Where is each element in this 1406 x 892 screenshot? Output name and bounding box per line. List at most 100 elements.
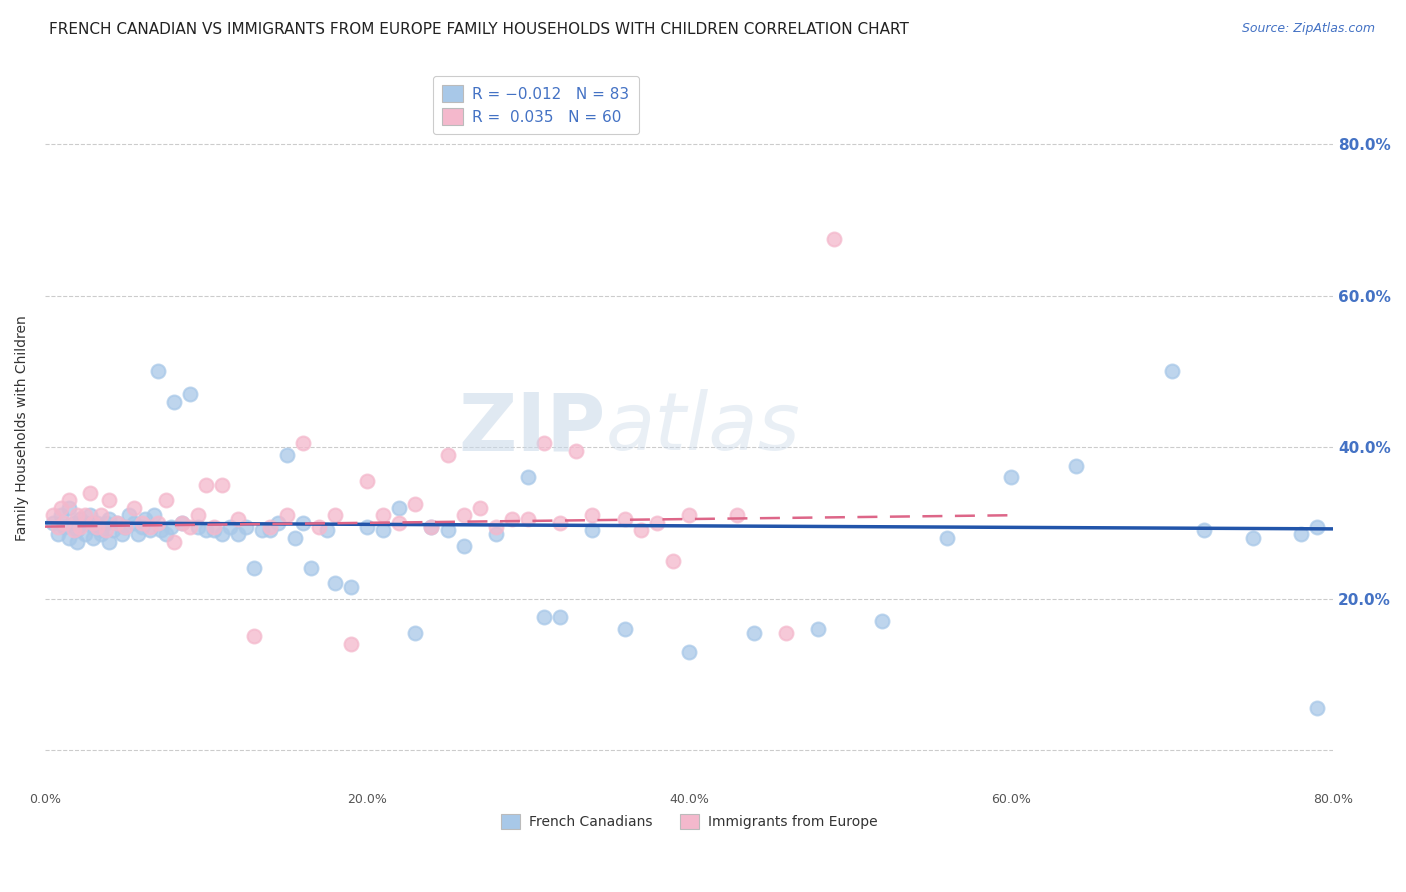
Point bbox=[122, 516, 145, 530]
Point bbox=[107, 516, 129, 530]
Point bbox=[235, 519, 257, 533]
Point bbox=[276, 448, 298, 462]
Point bbox=[453, 508, 475, 523]
Point bbox=[485, 527, 508, 541]
Point bbox=[1306, 701, 1329, 715]
Point bbox=[170, 516, 193, 530]
Point bbox=[138, 519, 160, 533]
Point bbox=[53, 516, 76, 530]
Point bbox=[90, 508, 112, 523]
Point bbox=[775, 625, 797, 640]
Point bbox=[420, 519, 443, 533]
Point bbox=[453, 539, 475, 553]
Point bbox=[86, 519, 108, 533]
Point bbox=[373, 524, 395, 538]
Point bbox=[163, 394, 186, 409]
Point bbox=[69, 519, 91, 533]
Point bbox=[872, 614, 894, 628]
Point bbox=[725, 508, 748, 523]
Point bbox=[134, 512, 156, 526]
Point bbox=[179, 387, 201, 401]
Point bbox=[170, 516, 193, 530]
Point bbox=[517, 512, 540, 526]
Point bbox=[202, 519, 225, 533]
Point bbox=[1000, 470, 1022, 484]
Point bbox=[678, 508, 700, 523]
Point bbox=[155, 527, 177, 541]
Point bbox=[98, 512, 121, 526]
Point bbox=[291, 436, 314, 450]
Point bbox=[82, 519, 104, 533]
Point bbox=[195, 524, 218, 538]
Point bbox=[127, 527, 149, 541]
Point bbox=[252, 524, 274, 538]
Point bbox=[118, 508, 141, 523]
Point bbox=[211, 478, 233, 492]
Point bbox=[82, 531, 104, 545]
Point bbox=[114, 519, 136, 533]
Point bbox=[501, 512, 523, 526]
Point bbox=[66, 508, 89, 523]
Point bbox=[742, 625, 765, 640]
Point bbox=[146, 516, 169, 530]
Point bbox=[58, 531, 80, 545]
Point bbox=[202, 524, 225, 538]
Point bbox=[107, 516, 129, 530]
Point bbox=[267, 516, 290, 530]
Legend: French Canadians, Immigrants from Europe: French Canadians, Immigrants from Europe bbox=[495, 808, 883, 835]
Point bbox=[79, 485, 101, 500]
Point bbox=[517, 470, 540, 484]
Point bbox=[114, 519, 136, 533]
Point bbox=[276, 508, 298, 523]
Point bbox=[436, 448, 458, 462]
Text: ZIP: ZIP bbox=[458, 389, 606, 467]
Point bbox=[90, 527, 112, 541]
Point bbox=[308, 519, 330, 533]
Point bbox=[79, 508, 101, 523]
Point bbox=[63, 524, 86, 538]
Point bbox=[373, 508, 395, 523]
Point bbox=[146, 364, 169, 378]
Point bbox=[131, 519, 153, 533]
Point bbox=[75, 508, 97, 523]
Point bbox=[226, 512, 249, 526]
Point bbox=[226, 527, 249, 541]
Point bbox=[807, 622, 830, 636]
Point bbox=[96, 516, 118, 530]
Point bbox=[187, 508, 209, 523]
Point bbox=[63, 516, 86, 530]
Point bbox=[155, 493, 177, 508]
Point bbox=[356, 519, 378, 533]
Point bbox=[66, 524, 89, 538]
Point bbox=[159, 519, 181, 533]
Point bbox=[259, 524, 281, 538]
Point bbox=[98, 493, 121, 508]
Point bbox=[143, 508, 166, 523]
Point bbox=[645, 516, 668, 530]
Point bbox=[1194, 524, 1216, 538]
Point bbox=[935, 531, 957, 545]
Point bbox=[356, 474, 378, 488]
Point bbox=[243, 629, 266, 643]
Point bbox=[1241, 531, 1264, 545]
Point bbox=[630, 524, 652, 538]
Point bbox=[284, 531, 307, 545]
Point bbox=[101, 524, 124, 538]
Point bbox=[75, 527, 97, 541]
Point bbox=[98, 534, 121, 549]
Point bbox=[404, 497, 426, 511]
Point bbox=[82, 516, 104, 530]
Point bbox=[58, 493, 80, 508]
Point bbox=[533, 436, 555, 450]
Point bbox=[187, 519, 209, 533]
Point bbox=[613, 512, 636, 526]
Point bbox=[291, 516, 314, 530]
Point bbox=[42, 516, 65, 530]
Point bbox=[1161, 364, 1184, 378]
Text: FRENCH CANADIAN VS IMMIGRANTS FROM EUROPE FAMILY HOUSEHOLDS WITH CHILDREN CORREL: FRENCH CANADIAN VS IMMIGRANTS FROM EUROP… bbox=[49, 22, 910, 37]
Text: atlas: atlas bbox=[606, 389, 800, 467]
Point bbox=[315, 524, 337, 538]
Point bbox=[75, 516, 97, 530]
Point bbox=[1306, 519, 1329, 533]
Point bbox=[259, 519, 281, 533]
